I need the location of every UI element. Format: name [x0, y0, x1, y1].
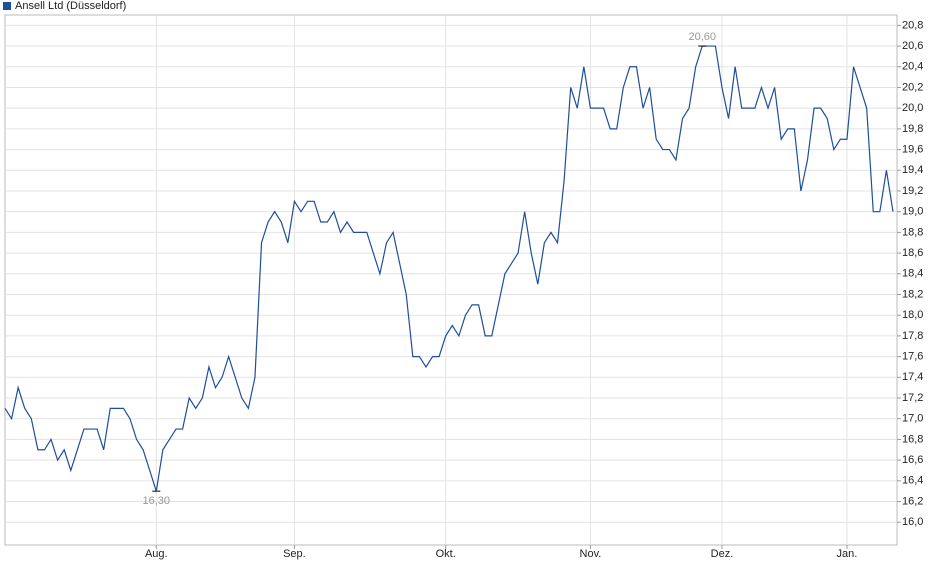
value-label: 16,30 [143, 495, 171, 507]
price-line [4, 45, 894, 492]
y-tick-label: 19,0 [902, 206, 923, 218]
y-tick-label: 19,8 [902, 123, 923, 135]
y-tick-label: 16,6 [902, 454, 923, 466]
y-tick-label: 16,4 [902, 475, 923, 487]
y-tick-label: 16,2 [902, 495, 923, 507]
y-tick-label: 16,8 [902, 433, 923, 445]
y-tick-label: 16,0 [902, 516, 923, 528]
x-tick-label: Dez. [711, 548, 734, 560]
y-tick-label: 19,4 [902, 164, 923, 176]
y-tick-label: 17,8 [902, 330, 923, 342]
x-tick-label: Sep. [283, 548, 306, 560]
legend-label: Ansell Ltd (Düsseldorf) [15, 0, 126, 12]
y-tick-label: 19,6 [902, 143, 923, 155]
y-tick-label: 18,2 [902, 288, 923, 300]
y-tick-label: 18,0 [902, 309, 923, 321]
y-tick-label: 17,0 [902, 413, 923, 425]
y-tick-label: 17,4 [902, 371, 923, 383]
y-tick-label: 20,2 [902, 81, 923, 93]
y-tick-label: 17,6 [902, 351, 923, 363]
x-tick-label: Jan. [837, 548, 858, 560]
x-tick-label: Aug. [145, 548, 168, 560]
value-label: 20,60 [688, 31, 716, 43]
y-tick-label: 19,2 [902, 185, 923, 197]
y-tick-label: 18,4 [902, 268, 923, 280]
plot-frame [4, 14, 898, 546]
y-tick-label: 20,8 [902, 19, 923, 31]
y-tick-label: 18,6 [902, 247, 923, 259]
x-tick-label: Nov. [580, 548, 602, 560]
legend-swatch [3, 2, 11, 10]
y-tick-label: 20,4 [902, 61, 923, 73]
y-tick-label: 17,2 [902, 392, 923, 404]
y-tick-label: 18,8 [902, 226, 923, 238]
x-tick-label: Okt. [436, 548, 456, 560]
y-tick-label: 20,0 [902, 102, 923, 114]
y-tick-label: 20,6 [902, 40, 923, 52]
